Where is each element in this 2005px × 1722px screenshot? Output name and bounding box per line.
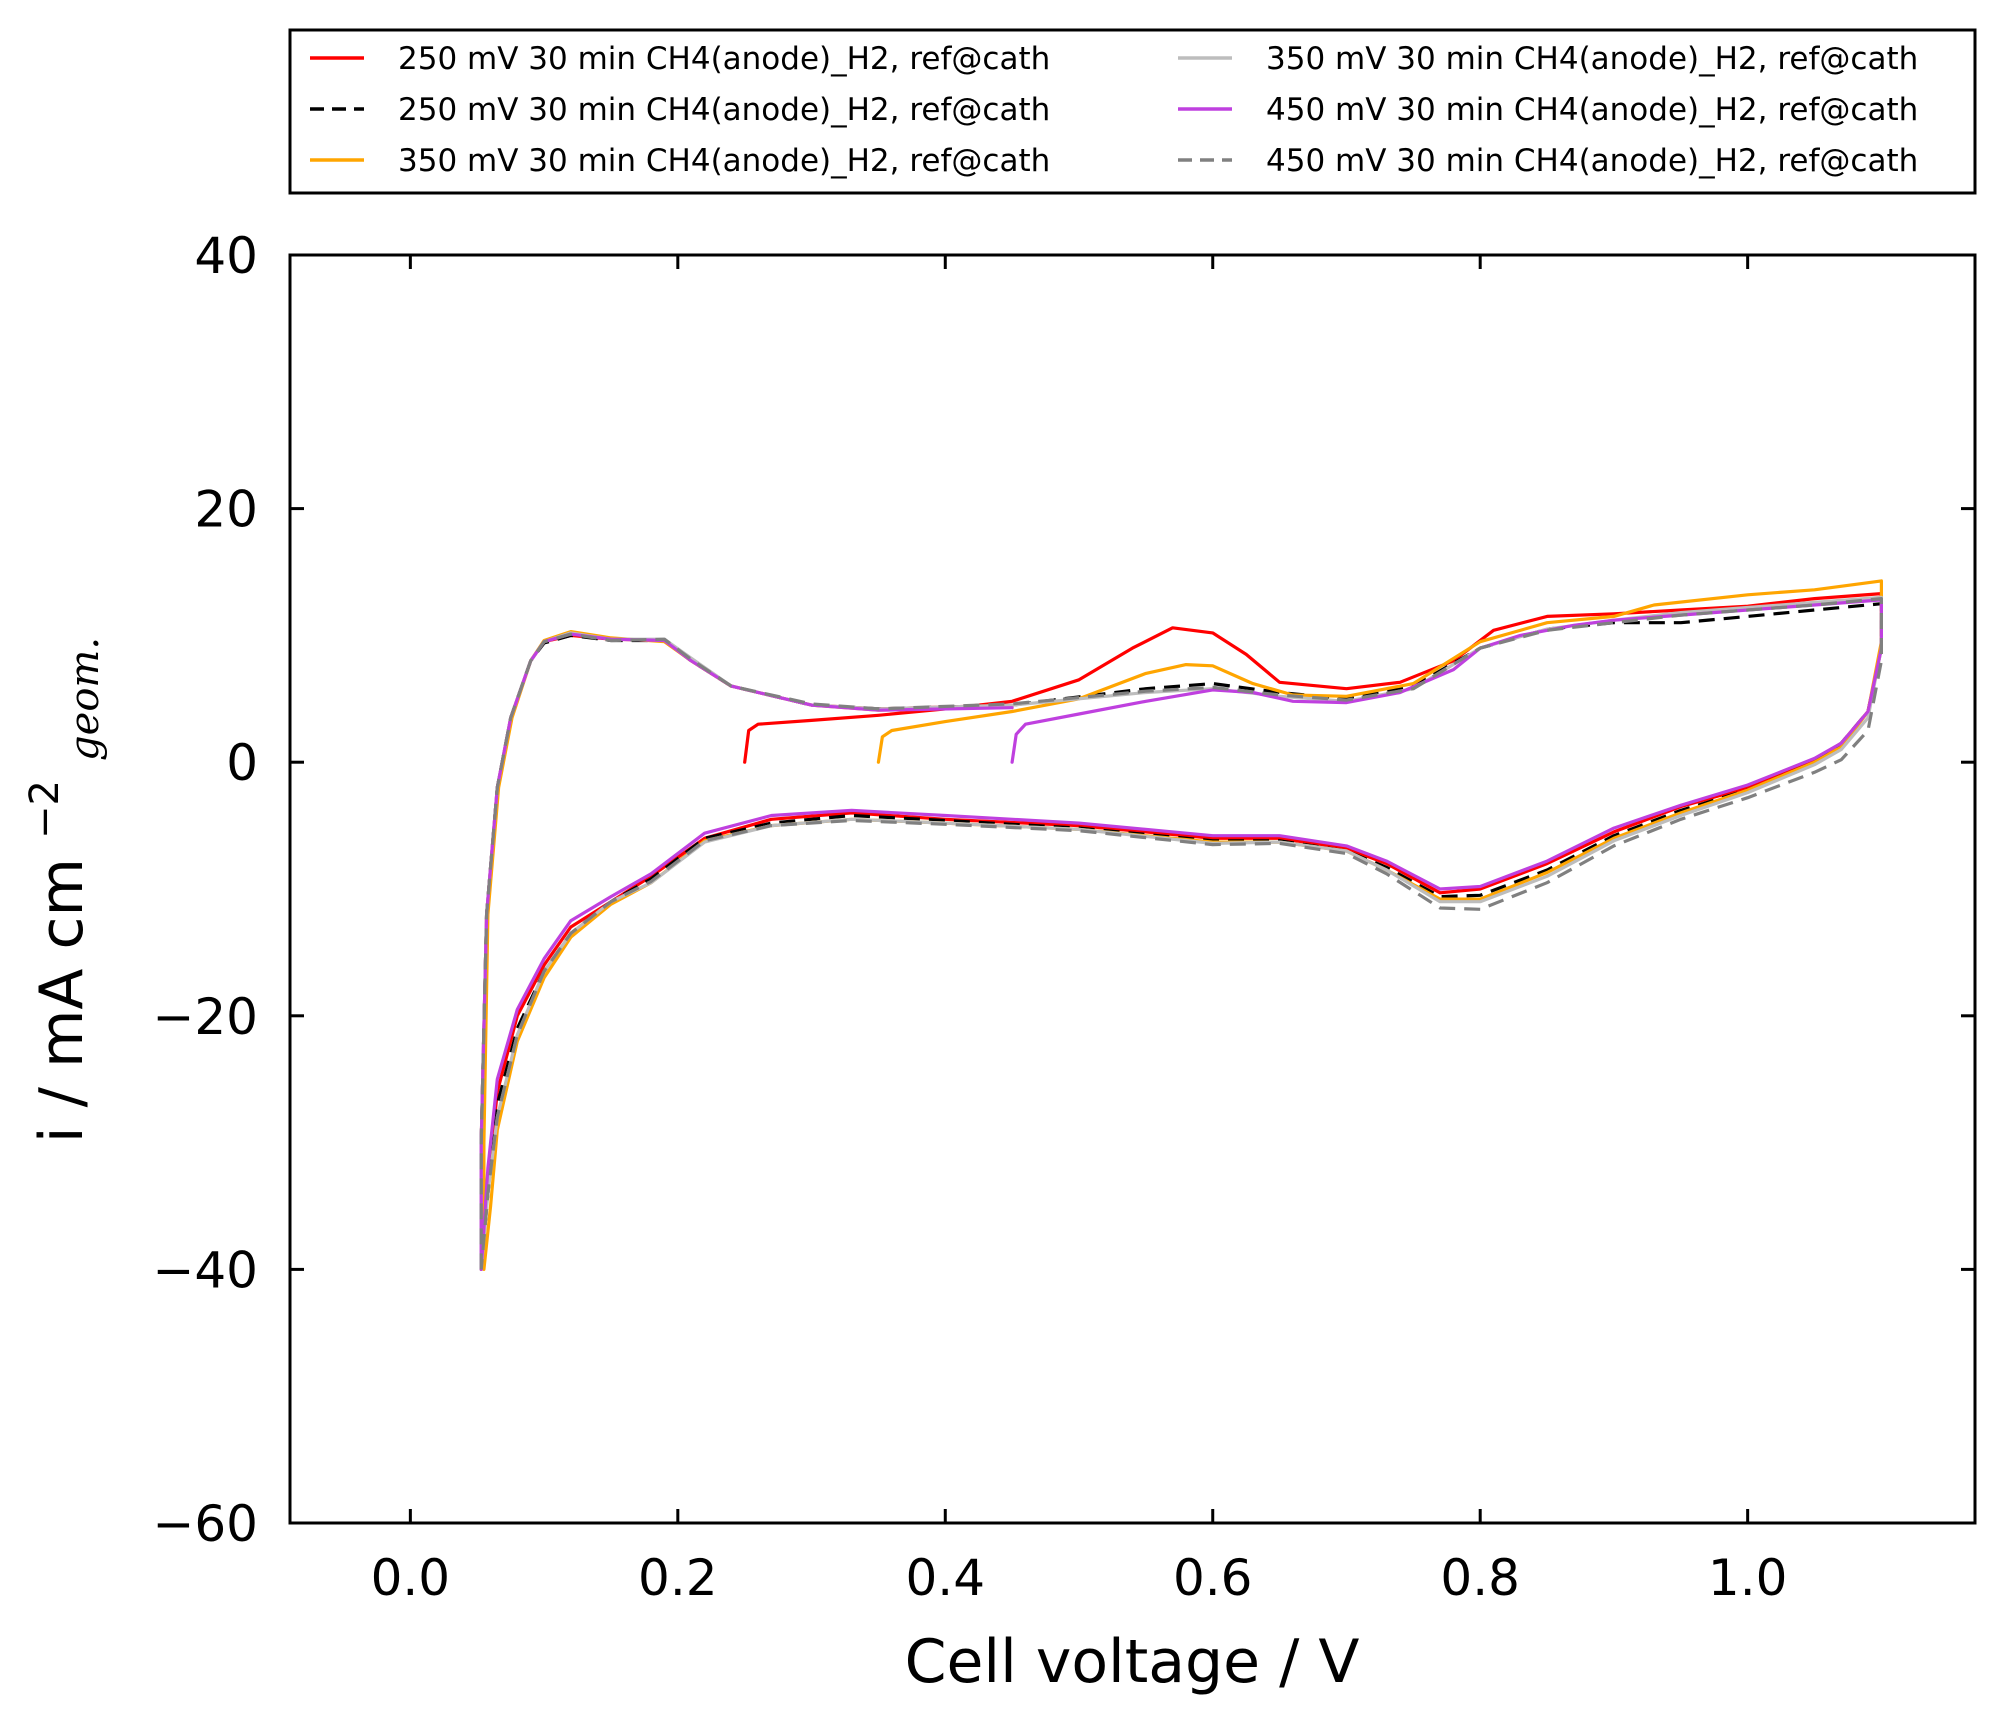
- series-line-3: [482, 579, 1883, 1271]
- y-tick-label: −20: [152, 988, 258, 1046]
- series-line-4: [479, 595, 1883, 1271]
- y-tick-label: −40: [152, 1241, 258, 1299]
- y-axis-label-sub: geom.: [62, 637, 108, 761]
- y-axis-label: i / mA cm −2 geom.: [3, 637, 108, 1143]
- legend-label-5: 450 mV 30 min CH4(anode)_H2, ref@cath: [1266, 92, 1918, 128]
- legend-label-3: 350 mV 30 min CH4(anode)_H2, ref@cath: [398, 143, 1050, 179]
- x-tick-label: 0.8: [1440, 1549, 1520, 1607]
- legend: 250 mV 30 min CH4(anode)_H2, ref@cath 250…: [288, 28, 1977, 195]
- legend-label-6: 450 mV 30 min CH4(anode)_H2, ref@cath: [1266, 143, 1918, 179]
- y-axis-label-main: i / mA cm: [27, 858, 97, 1143]
- legend-label-4: 350 mV 30 min CH4(anode)_H2, ref@cath: [1266, 41, 1918, 77]
- y-tick-label: 20: [194, 481, 258, 539]
- x-tick-label: 0.4: [906, 1549, 986, 1607]
- series-layer: [479, 579, 1883, 1271]
- series-line-2: [479, 602, 1883, 1270]
- x-axis-label: Cell voltage / V: [905, 1627, 1360, 1697]
- x-tick-label: 0.2: [638, 1549, 718, 1607]
- legend-label-2: 250 mV 30 min CH4(anode)_H2, ref@cath: [398, 92, 1050, 128]
- y-tick-label: −60: [152, 1495, 258, 1553]
- x-tick-label: 1.0: [1708, 1549, 1788, 1607]
- axis-ticks: 0.0 0.2 0.4 0.6 0.8 1.0 −60 −40 −20 0 20 40: [152, 227, 1975, 1607]
- plot-frame: [288, 253, 1977, 1525]
- x-tick-label: 0.6: [1173, 1549, 1253, 1607]
- y-tick-label: 0: [226, 734, 258, 792]
- y-tick-label: 40: [194, 227, 258, 285]
- y-axis-label-sup: −2: [22, 780, 68, 839]
- x-tick-label: 0.0: [371, 1549, 451, 1607]
- series-line-6: [479, 597, 1883, 1270]
- legend-label-1: 250 mV 30 min CH4(anode)_H2, ref@cath: [398, 41, 1050, 77]
- legend-frame: [288, 28, 1977, 195]
- series-line-5: [479, 598, 1883, 1271]
